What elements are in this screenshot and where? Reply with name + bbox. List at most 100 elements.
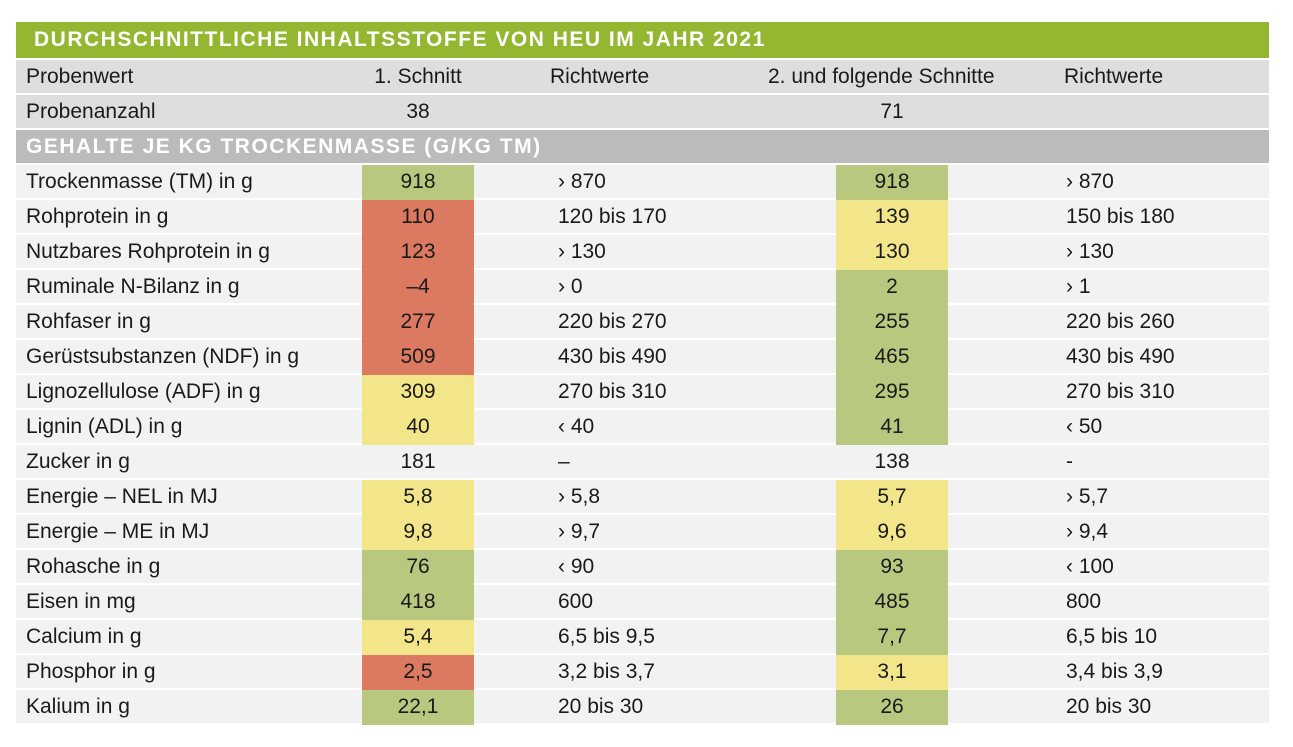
first-cut-reference: 20 bis 30 [558, 695, 644, 718]
following-cuts-value-status-fill [836, 235, 948, 270]
first-cut-value: 181 [400, 450, 436, 473]
first-cut-value-status-fill [362, 200, 474, 235]
first-cut-value-status-fill [362, 550, 474, 585]
following-cuts-value-status-fill [836, 270, 948, 305]
row-label: Eisen in mg [26, 590, 136, 613]
first-cut-value-status-fill [362, 235, 474, 270]
table-row: Phosphor in g 2,5 3,2 bis 3,7 3,1 3,4 bis 3,… [16, 655, 1269, 690]
following-cuts-value: 41 [880, 415, 904, 438]
table-row: Rohprotein in g 110 120 bis 170 139 150 bis … [16, 200, 1269, 235]
following-cuts-reference: › 5,7 [1066, 485, 1109, 508]
table-row: Kalium in g 22,1 20 bis 30 26 20 bis 30 [16, 690, 1269, 725]
first-cut-value-status-fill [362, 270, 474, 305]
following-cuts-value-status-fill [836, 690, 948, 725]
following-cuts-value-status-fill [836, 375, 948, 410]
first-cut-value-status-fill [362, 690, 474, 725]
first-cut-reference: › 0 [558, 275, 583, 298]
following-cuts-value-status-fill [836, 305, 948, 340]
row-label: Trockenmasse (TM) in g [26, 170, 253, 193]
first-cut-value-status-fill [362, 410, 474, 445]
first-cut-value: 9,8 [403, 520, 433, 543]
first-cut-value-status-fill [362, 655, 474, 690]
hay-nutrient-table: DURCHSCHNITTLICHE INHALTSSTOFFE VON HEU … [16, 22, 1269, 725]
section-title: GEHALTE JE KG TROCKENMASSE (G/KG TM) [26, 134, 542, 158]
first-cut-value: 509 [400, 345, 436, 368]
following-cuts-reference: 3,4 bis 3,9 [1066, 660, 1163, 683]
following-cuts-reference: › 130 [1066, 240, 1114, 263]
sample-count-following-cuts: 71 [880, 100, 904, 123]
following-cuts-value: 295 [874, 380, 910, 403]
first-cut-value-status-fill [362, 165, 474, 200]
table-title-text: DURCHSCHNITTLICHE INHALTSSTOFFE VON HEU … [34, 28, 766, 51]
table-row: Ruminale N-Bilanz in g –4 › 0 2 › 1 [16, 270, 1269, 305]
section-header: GEHALTE JE KG TROCKENMASSE (G/KG TM) [16, 130, 1269, 163]
following-cuts-value-status-fill [836, 480, 948, 515]
first-cut-value-status-fill [362, 305, 474, 340]
first-cut-value: 5,8 [403, 485, 433, 508]
following-cuts-value: 485 [874, 590, 910, 613]
table-row: Lignin (ADL) in g 40 ‹ 40 41 ‹ 50 [16, 410, 1269, 445]
following-cuts-value-status-fill [836, 550, 948, 585]
following-cuts-value: 465 [874, 345, 910, 368]
table-row: Calcium in g 5,4 6,5 bis 9,5 7,7 6,5 bis 10 [16, 620, 1269, 655]
following-cuts-reference: › 9,4 [1066, 520, 1109, 543]
row-label: Lignin (ADL) in g [26, 415, 183, 438]
row-label: Nutzbares Rohprotein in g [26, 240, 270, 263]
sample-count-first-cut: 38 [406, 100, 430, 123]
following-cuts-reference: 20 bis 30 [1066, 695, 1152, 718]
following-cuts-value-status-fill [836, 165, 948, 200]
following-cuts-value: 26 [880, 695, 904, 718]
first-cut-reference: 430 bis 490 [558, 345, 667, 368]
header-probenwert: Probenwert [26, 65, 134, 88]
data-rows: Trockenmasse (TM) in g 918 › 870 918 › 870 Ro… [16, 165, 1269, 725]
first-cut-reference: ‹ 90 [558, 555, 595, 578]
first-cut-reference: › 870 [558, 170, 606, 193]
table-row: Rohasche in g 76 ‹ 90 93 ‹ 100 [16, 550, 1269, 585]
row-label: Phosphor in g [26, 660, 156, 683]
table-row: Energie – NEL in MJ 5,8 › 5,8 5,7 › 5,7 [16, 480, 1269, 515]
first-cut-value: 22,1 [397, 695, 439, 718]
following-cuts-reference: 6,5 bis 10 [1066, 625, 1158, 648]
first-cut-value: 76 [406, 555, 430, 578]
first-cut-reference: 120 bis 170 [558, 205, 667, 228]
table-row: Trockenmasse (TM) in g 918 › 870 918 › 870 [16, 165, 1269, 200]
following-cuts-reference: - [1066, 450, 1073, 473]
sample-count-row: Probenanzahl 38 71 [16, 95, 1269, 128]
first-cut-reference: 220 bis 270 [558, 310, 667, 333]
header-reference-1: Richtwerte [550, 65, 650, 88]
following-cuts-reference: 220 bis 260 [1066, 310, 1175, 333]
row-label: Rohprotein in g [26, 205, 169, 228]
following-cuts-value: 3,1 [877, 660, 907, 683]
row-label: Energie – ME in MJ [26, 520, 210, 543]
column-header-row: Probenwert 1. Schnitt Richtwerte 2. und … [16, 60, 1269, 93]
first-cut-value: 40 [406, 415, 430, 438]
header-reference-2: Richtwerte [1064, 65, 1164, 88]
following-cuts-value: 93 [880, 555, 904, 578]
row-label: Lignozellulose (ADF) in g [26, 380, 261, 403]
table-row: Energie – ME in MJ 9,8 › 9,7 9,6 › 9,4 [16, 515, 1269, 550]
following-cuts-reference: ‹ 100 [1066, 555, 1114, 578]
first-cut-value: –4 [406, 275, 430, 298]
following-cuts-value-status-fill [836, 655, 948, 690]
row-label: Gerüstsubstanzen (NDF) in g [26, 345, 300, 368]
following-cuts-reference: 150 bis 180 [1066, 205, 1175, 228]
row-label: Rohfaser in g [26, 310, 151, 333]
row-label: Zucker in g [26, 450, 130, 473]
first-cut-value: 123 [400, 240, 436, 263]
following-cuts-reference: ‹ 50 [1066, 415, 1103, 438]
table-row: Nutzbares Rohprotein in g 123 › 130 130 › 13… [16, 235, 1269, 270]
first-cut-reference: 3,2 bis 3,7 [558, 660, 655, 683]
first-cut-reference: › 9,7 [558, 520, 601, 543]
table-title: DURCHSCHNITTLICHE INHALTSSTOFFE VON HEU … [16, 22, 1269, 58]
first-cut-value: 2,5 [403, 660, 433, 683]
following-cuts-value-status-fill [836, 410, 948, 445]
row-label: Energie – NEL in MJ [26, 485, 218, 508]
following-cuts-value-status-fill [836, 515, 948, 550]
row-label: Ruminale N-Bilanz in g [26, 275, 240, 298]
first-cut-value: 418 [400, 590, 436, 613]
first-cut-reference: 6,5 bis 9,5 [558, 625, 655, 648]
first-cut-value-status-fill [362, 480, 474, 515]
first-cut-value: 110 [401, 205, 435, 228]
header-following-cuts: 2. und folgende Schnitte [768, 65, 995, 88]
first-cut-value-status-fill [362, 620, 474, 655]
